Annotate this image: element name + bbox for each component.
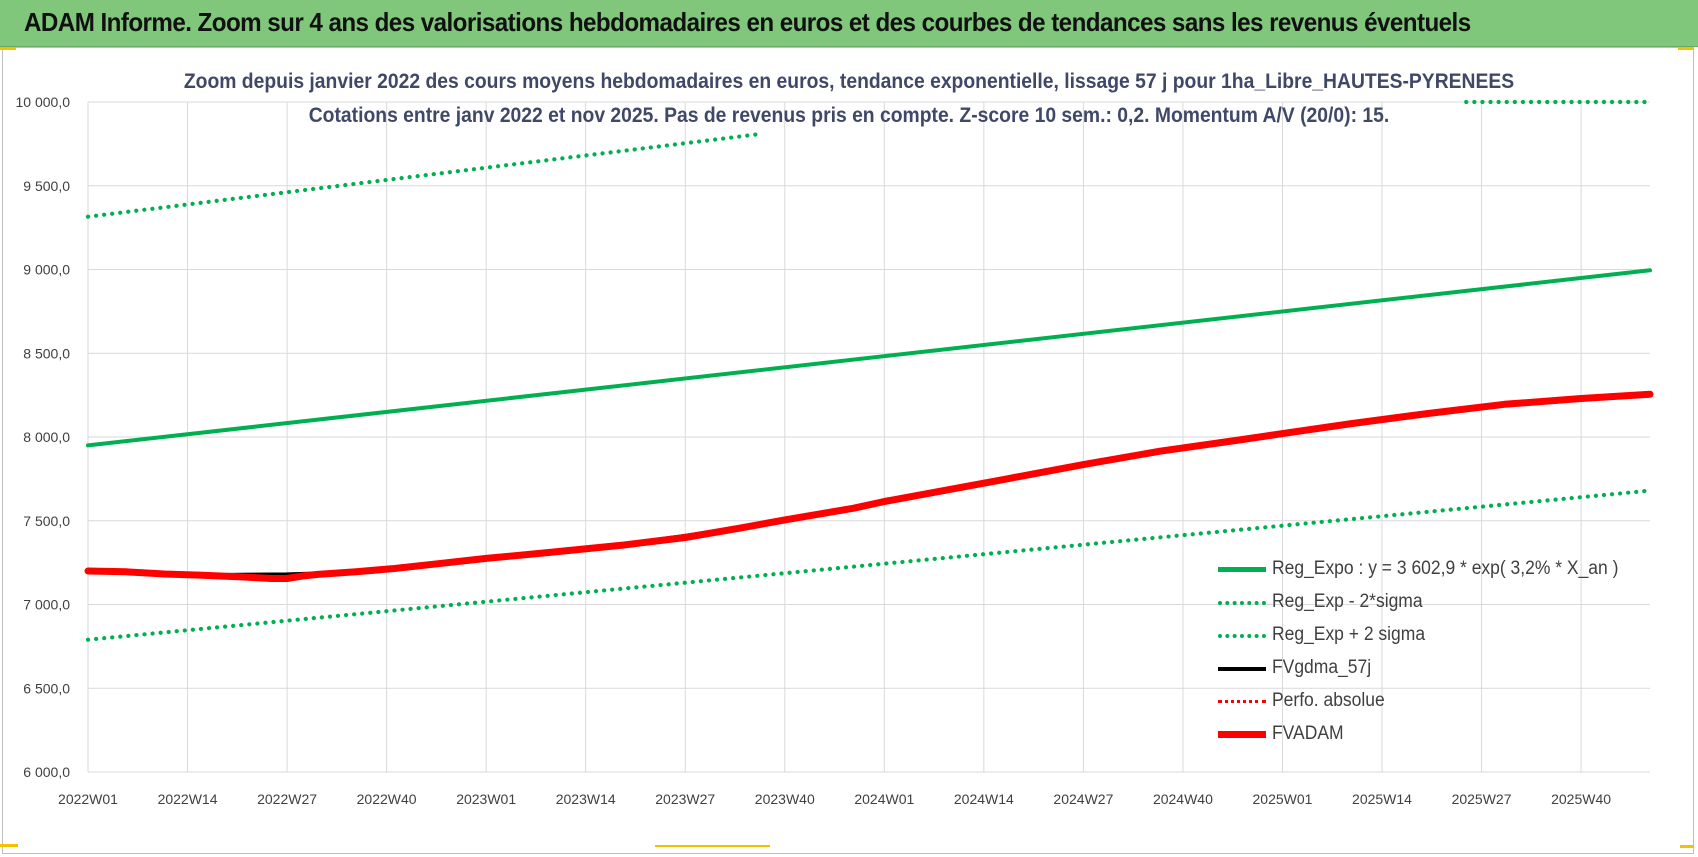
x-tick-label: 2024W14 xyxy=(954,791,1014,807)
series-fvgdma-57j-line xyxy=(86,393,1652,578)
y-tick-label: 9 000,0 xyxy=(23,262,70,278)
y-axis-labels: 10 000,0 9 500,0 9 000,0 8 500,0 8 000,0 7 50… xyxy=(16,94,71,780)
legend-swatch-fvgdma xyxy=(1218,667,1266,671)
y-tick-label: 6 000,0 xyxy=(23,764,70,780)
x-tick-label: 2022W01 xyxy=(58,791,118,807)
report-banner: ADAM Informe. Zoom sur 4 ans des valoris… xyxy=(0,0,1698,47)
legend-label-perfo-absolue: Perfo. absolue xyxy=(1272,690,1385,711)
y-tick-label: 7 500,0 xyxy=(23,513,70,529)
legend-label-fvadam: FVADAM xyxy=(1272,723,1344,744)
x-tick-label: 2025W14 xyxy=(1352,791,1412,807)
x-tick-label: 2023W40 xyxy=(755,791,815,807)
y-tick-label: 9 500,0 xyxy=(23,178,70,194)
y-tick-label: 8 500,0 xyxy=(23,345,70,361)
x-tick-label: 2023W14 xyxy=(556,791,616,807)
legend-swatch-fvadam xyxy=(1218,731,1266,738)
legend-label-reg-exp-minus: Reg_Exp - 2*sigma xyxy=(1272,591,1423,612)
y-tick-label: 6 500,0 xyxy=(23,680,70,696)
x-tick-label: 2024W01 xyxy=(854,791,914,807)
legend-swatch-reg-exp-minus xyxy=(1218,601,1266,605)
frame-corner-marker xyxy=(1678,47,1694,50)
legend-label-fvgdma: FVgdma_57j xyxy=(1272,657,1372,678)
x-tick-label: 2022W40 xyxy=(357,791,417,807)
series-lines xyxy=(84,99,1654,642)
y-tick-label: 10 000,0 xyxy=(16,94,71,110)
frame-corner-marker xyxy=(0,844,18,847)
x-tick-label: 2024W27 xyxy=(1053,791,1113,807)
x-tick-label: 2022W27 xyxy=(257,791,317,807)
chart-frame xyxy=(2,47,1694,854)
legend-label-reg-exp-plus: Reg_Exp + 2 sigma xyxy=(1272,624,1426,645)
x-tick-label: 2022W14 xyxy=(158,791,218,807)
frame-corner-marker xyxy=(655,845,770,847)
legend-swatch-reg-expo xyxy=(1218,567,1266,572)
legend-swatch-reg-exp-plus xyxy=(1218,634,1266,638)
frame-corner-marker xyxy=(1680,845,1694,848)
x-tick-label: 2025W27 xyxy=(1452,791,1512,807)
x-tick-label: 2025W40 xyxy=(1551,791,1611,807)
x-tick-label: 2025W01 xyxy=(1253,791,1313,807)
chart-title-line-1: Zoom depuis janvier 2022 des cours moyen… xyxy=(183,70,1515,93)
x-tick-label: 2023W01 xyxy=(456,791,516,807)
legend-label-reg-expo: Reg_Expo : y = 3 602,9 * exp( 3,2% * X_a… xyxy=(1272,558,1619,579)
y-tick-label: 8 000,0 xyxy=(23,429,70,445)
gridlines xyxy=(87,101,1650,773)
series-reg-exp-2-sigma-line xyxy=(85,131,764,219)
report-title: ADAM Informe. Zoom sur 4 ans des valoris… xyxy=(24,7,1471,37)
x-tick-label: 2023W27 xyxy=(655,791,715,807)
series-fvadam-line xyxy=(84,390,1654,582)
frame-corner-marker xyxy=(0,47,16,50)
y-tick-label: 7 000,0 xyxy=(23,597,70,613)
x-axis-labels: 2022W01 2022W14 2022W27 2022W40 2023W01 2023W… xyxy=(58,791,1611,807)
series-reg-exp-2-sigma-line xyxy=(85,488,1653,642)
chart-title-line-2: Cotations entre janv 2022 et nov 2025. P… xyxy=(308,104,1390,127)
legend-swatch-perfo-absolue xyxy=(1218,700,1266,703)
x-tick-label: 2024W40 xyxy=(1153,791,1213,807)
series-reg-expo-y-3-602-9-exp-3-2-x-an-line xyxy=(86,268,1652,448)
